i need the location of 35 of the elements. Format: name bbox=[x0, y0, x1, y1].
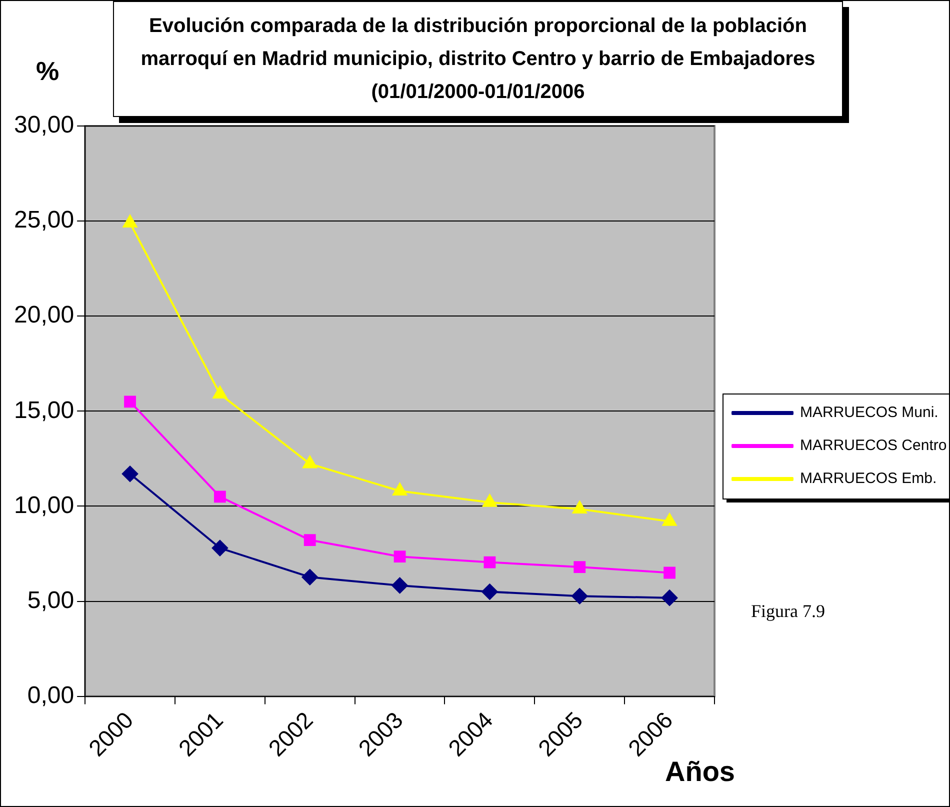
legend-label: MARRUECOS Emb. bbox=[800, 470, 937, 488]
y-tick-label: 15,00 bbox=[14, 396, 74, 424]
point bbox=[392, 577, 408, 594]
point bbox=[302, 569, 318, 586]
point bbox=[122, 214, 138, 228]
x-axis-title: Años bbox=[665, 756, 735, 788]
point bbox=[574, 561, 586, 573]
text: Figura 7.9 bbox=[751, 601, 825, 622]
point bbox=[482, 584, 498, 600]
point bbox=[662, 590, 678, 606]
legend-label: MARRUECOS Muni. bbox=[800, 404, 938, 422]
y-tick-label: 30,00 bbox=[14, 112, 74, 139]
legend-label: MARRUECOS Centro bbox=[800, 437, 947, 454]
point bbox=[482, 494, 497, 507]
point bbox=[572, 588, 588, 604]
point bbox=[122, 466, 138, 482]
y-tick-label: 5,00 bbox=[27, 586, 74, 614]
point bbox=[124, 396, 136, 408]
point bbox=[214, 490, 226, 503]
point bbox=[302, 456, 317, 468]
y-tick-label: 25,00 bbox=[14, 206, 74, 234]
y-tick-label: 20,00 bbox=[14, 302, 74, 329]
point bbox=[212, 386, 227, 399]
y-axis-title: % bbox=[36, 56, 60, 87]
point bbox=[394, 550, 406, 563]
point bbox=[572, 501, 587, 514]
point bbox=[664, 566, 676, 579]
y-tick-label: 0,00 bbox=[27, 682, 74, 709]
chart-title: Evolución comparada de la distribución proporcional de la población marroquí en Madrid municipio, distrito Centro y barrio de Embajadores (01/01/2000-01/01/2006 bbox=[113, 1, 843, 117]
point bbox=[304, 534, 316, 546]
point bbox=[392, 482, 407, 496]
point bbox=[212, 540, 228, 556]
point bbox=[662, 513, 677, 526]
point bbox=[484, 556, 496, 568]
y-tick-label: 10,00 bbox=[14, 492, 74, 519]
